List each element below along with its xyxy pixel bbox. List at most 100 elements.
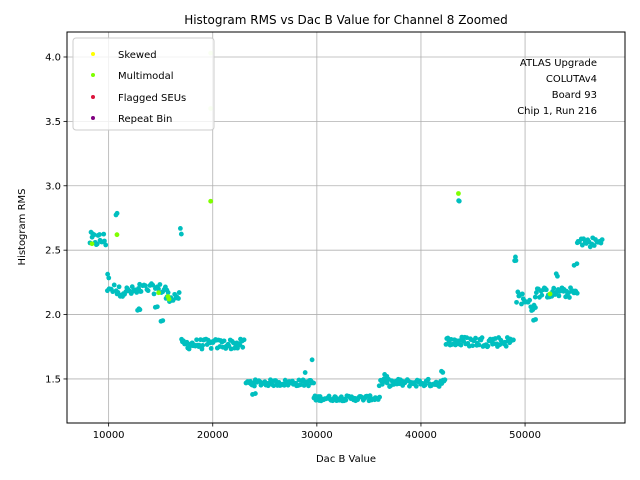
- data-point: [176, 296, 181, 301]
- data-point: [101, 231, 107, 237]
- data-point: [384, 373, 390, 379]
- data-point: [556, 293, 562, 299]
- data-point: [105, 271, 111, 277]
- data-point: [116, 284, 122, 290]
- multimodal-point: [114, 232, 120, 238]
- multimodal-point: [208, 198, 214, 204]
- data-point: [241, 337, 247, 343]
- x-tick-label: 10000: [93, 430, 125, 441]
- data-point: [425, 376, 431, 382]
- annotation-line-1: ATLAS Upgrade: [520, 58, 597, 69]
- data-point: [157, 282, 163, 287]
- legend-marker-skewed: [91, 52, 95, 56]
- data-point: [208, 346, 214, 351]
- multimodal-point: [547, 291, 553, 297]
- data-point: [473, 335, 478, 341]
- data-point: [527, 297, 533, 303]
- data-point: [154, 304, 160, 310]
- data-point: [200, 343, 206, 348]
- data-point: [470, 343, 476, 349]
- data-point: [543, 287, 549, 293]
- axes-frame: [66, 31, 626, 424]
- y-tick-label: 3.0: [45, 181, 61, 192]
- data-point: [97, 232, 102, 237]
- data-point: [194, 337, 200, 343]
- data-point: [503, 343, 509, 349]
- data-point: [591, 243, 597, 248]
- annotation-line-4: Chip 1, Run 216: [517, 106, 597, 117]
- data-point: [102, 238, 107, 244]
- legend-marker-multimodal: [91, 73, 95, 77]
- data-point: [302, 370, 308, 375]
- data-point: [519, 291, 525, 297]
- data-point: [533, 290, 539, 295]
- data-point: [422, 382, 428, 388]
- y-tick-label: 2.5: [45, 246, 61, 257]
- data-point: [151, 291, 157, 297]
- y-axis-label: Histogram RMS: [17, 189, 28, 266]
- data-point: [513, 254, 518, 260]
- data-point: [574, 261, 580, 267]
- data-point: [160, 318, 166, 324]
- data-point: [511, 337, 516, 343]
- data-point: [551, 285, 557, 291]
- data-point: [196, 342, 202, 348]
- data-point: [156, 286, 161, 292]
- data-point: [532, 294, 538, 300]
- data-point: [114, 210, 120, 216]
- data-point: [343, 397, 349, 403]
- multimodal-point: [89, 241, 95, 247]
- data-point: [138, 289, 144, 294]
- data-point: [574, 290, 580, 296]
- x-tick-label: 50000: [509, 430, 541, 441]
- x-tick-label: 40000: [405, 430, 437, 441]
- data-point: [476, 342, 482, 348]
- data-point: [566, 295, 572, 300]
- data-point: [533, 317, 538, 322]
- data-point: [252, 383, 257, 389]
- multimodal-point: [456, 191, 461, 196]
- y-tick-label: 3.5: [45, 117, 61, 128]
- data-point: [442, 377, 448, 383]
- data-point: [533, 305, 538, 311]
- y-tick-label: 2.0: [45, 310, 61, 321]
- data-point: [143, 283, 148, 289]
- data-point: [137, 307, 143, 313]
- data-point: [129, 284, 135, 290]
- legend-label-repeat-bin: Repeat Bin: [118, 114, 172, 125]
- data-point: [458, 342, 464, 348]
- annotation-text: ATLAS Upgrade COLUTAv4 Board 93 Chip 1, …: [517, 58, 597, 117]
- legend-marker-repeat-bin: [91, 116, 95, 120]
- data-point: [555, 273, 560, 279]
- data-point: [479, 335, 485, 341]
- data-point: [176, 290, 182, 295]
- data-point: [443, 341, 449, 347]
- data-point: [240, 344, 246, 350]
- data-point: [456, 198, 462, 204]
- data-point: [91, 232, 97, 238]
- data-point: [165, 290, 171, 295]
- legend: Skewed Multimodal Flagged SEUs Repeat Bi…: [72, 37, 215, 131]
- data-point: [384, 380, 390, 386]
- data-point: [413, 383, 419, 389]
- x-axis-ticks: 10000 20000 30000 40000 50000: [93, 423, 541, 441]
- data-point: [539, 292, 545, 298]
- legend-label-skewed: Skewed: [118, 50, 157, 61]
- legend-label-multimodal: Multimodal: [118, 71, 174, 82]
- data-point: [111, 282, 117, 288]
- data-point: [199, 346, 205, 352]
- data-point: [311, 380, 317, 386]
- data-point: [252, 391, 258, 396]
- legend-box: [72, 37, 215, 131]
- annotation-line-2: COLUTAv4: [546, 74, 597, 85]
- x-tick-label: 30000: [301, 430, 333, 441]
- data-point: [150, 282, 156, 288]
- data-point: [514, 299, 519, 305]
- data-point: [485, 343, 491, 349]
- y-tick-label: 1.5: [45, 374, 61, 385]
- data-point: [367, 393, 373, 399]
- y-tick-label: 4.0: [45, 52, 61, 63]
- data-point: [106, 275, 112, 281]
- data-point: [338, 394, 344, 400]
